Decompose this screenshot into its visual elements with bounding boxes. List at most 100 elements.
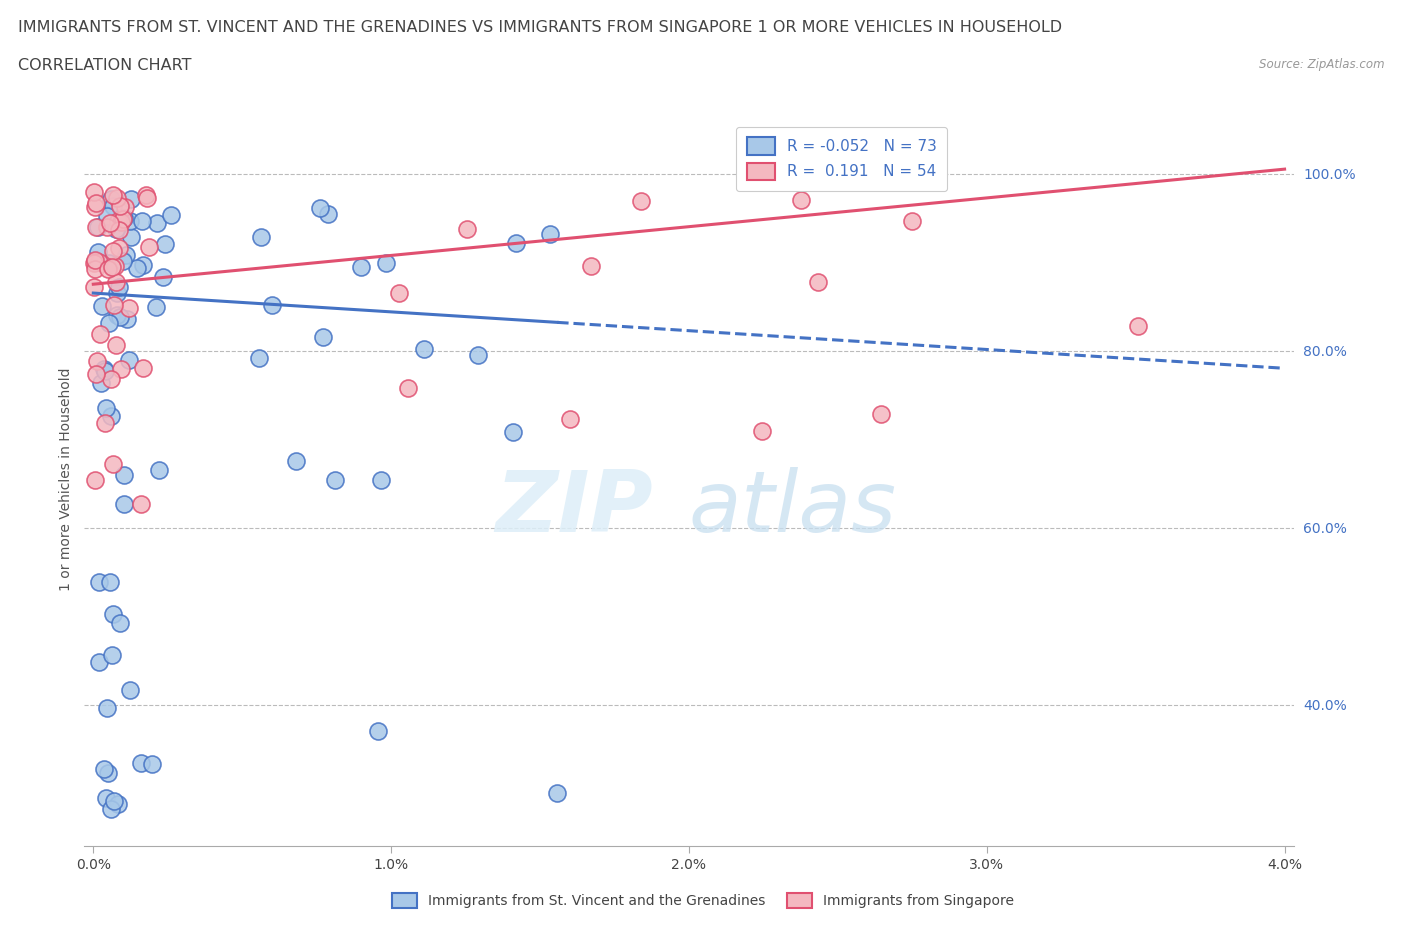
Point <box>101 199 124 214</box>
Point <box>83 185 105 200</box>
Point <box>112 497 135 512</box>
Point <box>100 371 122 386</box>
Text: atlas: atlas <box>689 467 897 550</box>
Point <box>131 756 153 771</box>
Point <box>103 793 125 808</box>
Point <box>112 211 135 226</box>
Point <box>114 200 136 215</box>
Point <box>107 213 129 228</box>
Point <box>97 315 120 330</box>
Point <box>83 256 105 271</box>
Point <box>131 214 153 229</box>
Point <box>115 247 138 262</box>
Point <box>84 219 107 234</box>
Point <box>111 254 134 269</box>
Point <box>396 380 419 395</box>
Point <box>107 797 129 812</box>
Y-axis label: 1 or more Vehicles in Household: 1 or more Vehicles in Household <box>59 367 73 591</box>
Point <box>127 260 149 275</box>
Point <box>105 308 128 323</box>
Point <box>901 214 924 229</box>
Point <box>83 472 105 487</box>
Point <box>388 286 411 300</box>
Point <box>105 191 128 206</box>
Point <box>93 364 115 379</box>
Point <box>108 241 131 256</box>
Point <box>136 191 159 206</box>
Point <box>96 208 118 223</box>
Point <box>110 362 132 377</box>
Point <box>108 615 131 630</box>
Point <box>135 187 157 202</box>
Point <box>101 606 124 621</box>
Point <box>120 192 142 206</box>
Point <box>87 219 110 234</box>
Point <box>751 424 773 439</box>
Point <box>129 496 152 511</box>
Point <box>84 253 107 268</box>
Point <box>112 468 135 483</box>
Point <box>93 415 115 430</box>
Point <box>159 207 181 222</box>
Point <box>118 683 141 698</box>
Point <box>98 256 121 271</box>
Point <box>108 310 131 325</box>
Point <box>101 188 124 203</box>
Point <box>97 261 120 276</box>
Point <box>112 210 135 225</box>
Point <box>103 298 125 312</box>
Point <box>579 259 602 273</box>
Point <box>105 274 128 289</box>
Point <box>456 221 478 236</box>
Point <box>318 206 340 221</box>
Point <box>93 761 115 776</box>
Point <box>312 330 335 345</box>
Point <box>101 259 124 274</box>
Point <box>105 221 128 236</box>
Point <box>467 347 489 362</box>
Point <box>141 757 163 772</box>
Point <box>84 366 107 381</box>
Point <box>96 219 118 234</box>
Point <box>115 312 138 326</box>
Point <box>104 259 127 273</box>
Point <box>538 227 561 242</box>
Point <box>131 257 153 272</box>
Point <box>83 280 105 295</box>
Point <box>86 354 108 369</box>
Point <box>118 352 141 367</box>
Point <box>370 472 392 487</box>
Point <box>413 341 436 356</box>
Point <box>260 297 283 312</box>
Point <box>107 223 129 238</box>
Point <box>145 299 167 314</box>
Point <box>100 801 122 816</box>
Point <box>100 192 122 206</box>
Point <box>107 280 129 295</box>
Point <box>350 259 373 274</box>
Point <box>87 255 110 270</box>
Point <box>104 337 127 352</box>
Point <box>90 375 112 390</box>
Point <box>94 790 117 805</box>
Point <box>308 200 330 215</box>
Point <box>807 274 830 289</box>
Point <box>97 765 120 780</box>
Point <box>285 454 308 469</box>
Point <box>323 472 346 487</box>
Point <box>367 724 389 738</box>
Point <box>98 575 121 590</box>
Point <box>89 575 111 590</box>
Legend: Immigrants from St. Vincent and the Grenadines, Immigrants from Singapore: Immigrants from St. Vincent and the Gren… <box>387 888 1019 914</box>
Point <box>101 243 124 258</box>
Point <box>101 647 124 662</box>
Point <box>87 245 110 259</box>
Point <box>100 408 122 423</box>
Point <box>250 229 273 244</box>
Point <box>83 199 105 214</box>
Point <box>120 213 142 228</box>
Point <box>84 195 107 210</box>
Point <box>84 262 107 277</box>
Text: ZIP: ZIP <box>495 467 652 550</box>
Point <box>112 211 135 226</box>
